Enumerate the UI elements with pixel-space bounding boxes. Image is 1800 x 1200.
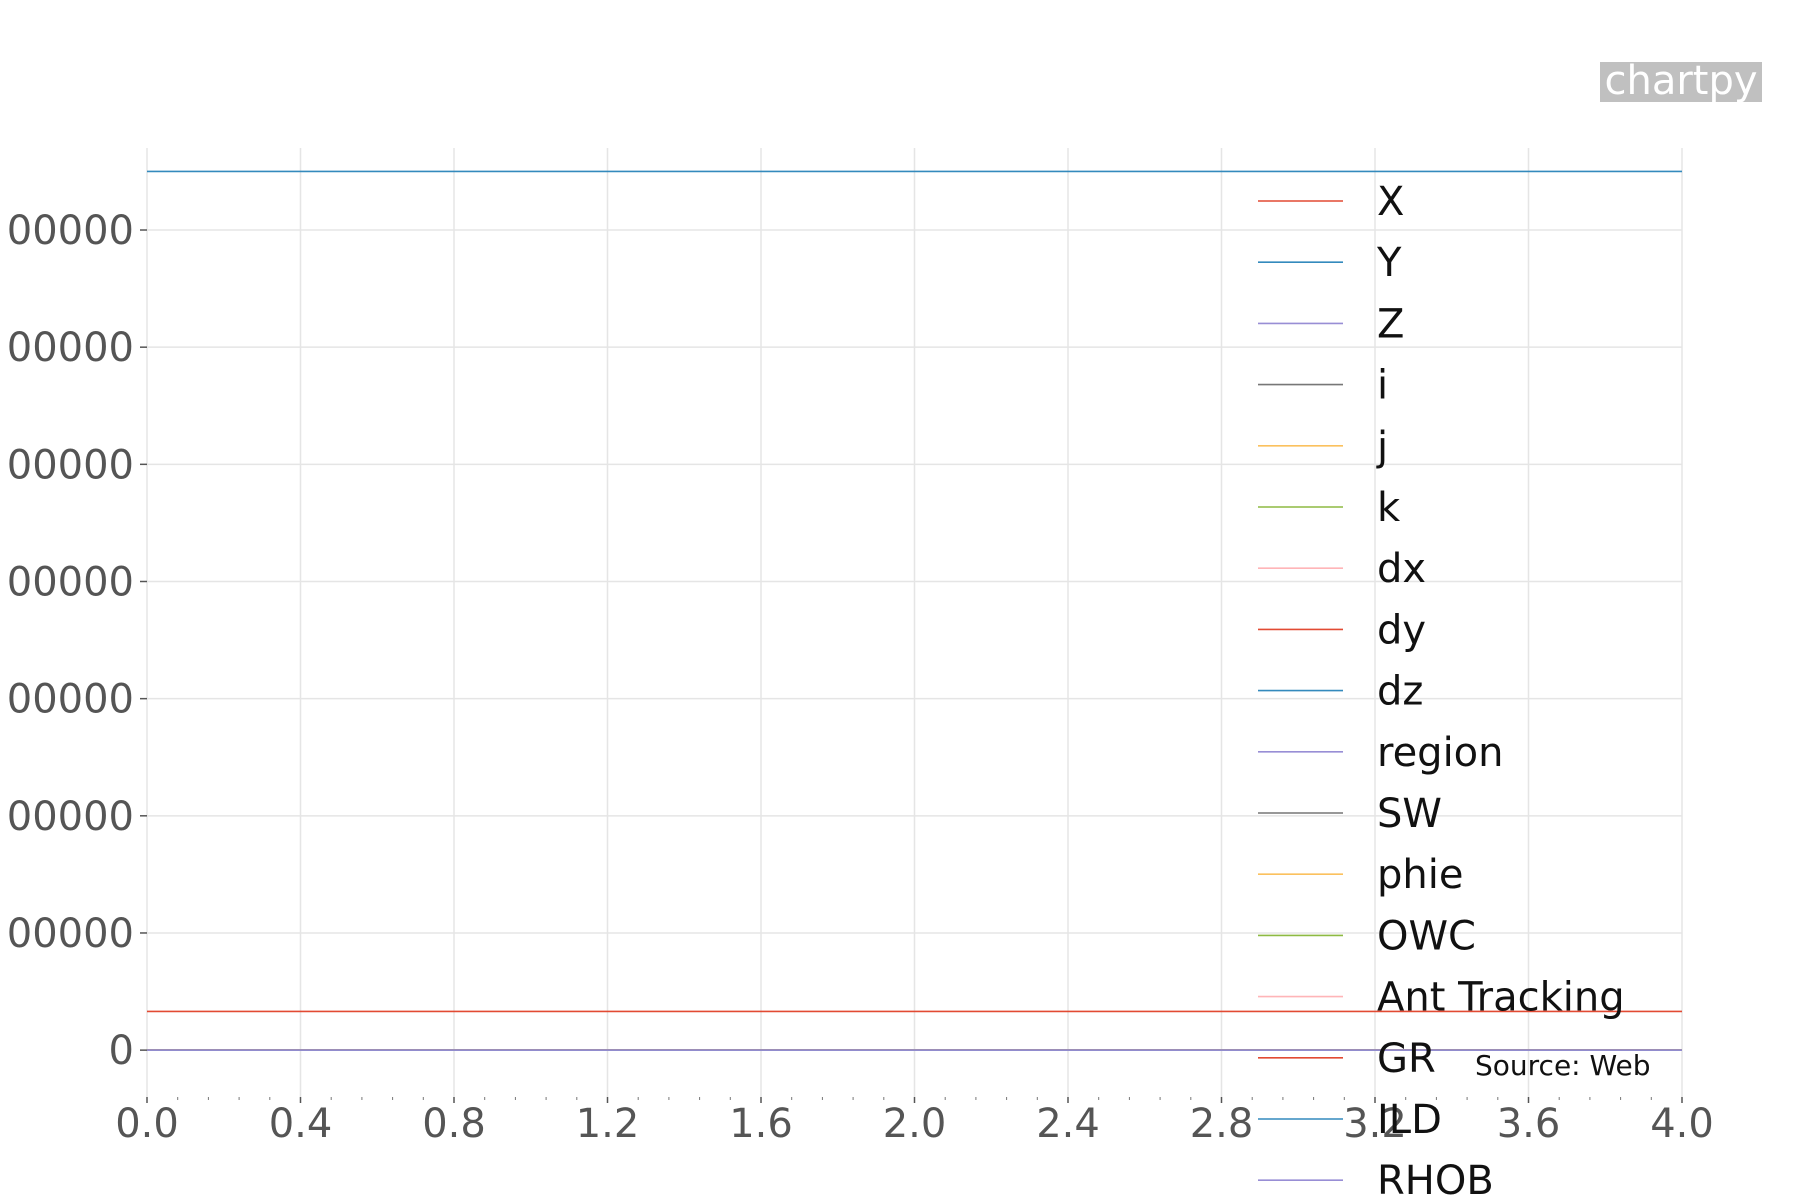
x-tick-label: 2.4 <box>1036 1101 1100 1147</box>
legend-label: SW <box>1377 791 1442 837</box>
legend-label: OWC <box>1377 913 1476 959</box>
series-lines <box>147 170 1682 1051</box>
x-tick-label: 0.0 <box>115 1101 179 1147</box>
y-tick-label: 00000 <box>7 208 134 254</box>
legend-label: ILD <box>1377 1097 1442 1143</box>
legend-label: GR <box>1377 1036 1436 1082</box>
y-tick-label: 00000 <box>7 794 134 840</box>
brand-badge-background <box>1600 62 1762 102</box>
legend-label: j <box>1376 424 1388 470</box>
source-label: Source: Web <box>1475 1049 1651 1082</box>
y-tick-label: 00000 <box>7 559 134 605</box>
y-tick-label: 00000 <box>7 325 134 371</box>
y-tick-label: 0 <box>109 1028 134 1074</box>
y-tick-label: 00000 <box>7 911 134 957</box>
legend-label: Y <box>1376 240 1402 286</box>
brand-badge: chartpy <box>1600 58 1762 104</box>
legend-label: dz <box>1377 669 1423 715</box>
legend-label: Z <box>1377 301 1404 347</box>
x-tick-label: 1.6 <box>729 1101 793 1147</box>
legend-label: region <box>1377 730 1504 776</box>
legend-label: X <box>1377 179 1404 225</box>
x-tick-label: 2.8 <box>1190 1101 1254 1147</box>
legend-label: phie <box>1377 852 1463 898</box>
x-tick-label: 3.6 <box>1497 1101 1561 1147</box>
y-tick-label: 00000 <box>7 442 134 488</box>
legend-label: Ant Tracking <box>1377 975 1625 1021</box>
x-tick-label: 2.0 <box>883 1101 947 1147</box>
x-tick-label: 1.2 <box>576 1101 640 1147</box>
legend-label: i <box>1377 363 1388 409</box>
x-axis: 0.0 0.4 0.8 1.2 1.6 2.0 2.4 2.8 3.2 3.6 4.0 <box>115 1097 1714 1147</box>
x-tick-label: 0.8 <box>422 1101 486 1147</box>
y-tick-label: 00000 <box>7 677 134 723</box>
legend-label: dx <box>1377 546 1426 592</box>
brand-label: chartpy <box>1604 58 1757 104</box>
x-tick-label: 4.0 <box>1650 1101 1714 1147</box>
legend-label: k <box>1377 485 1401 531</box>
legend-label: dy <box>1377 607 1426 653</box>
x-tick-label: 0.4 <box>269 1101 333 1147</box>
legend-label: RHOB <box>1377 1158 1494 1200</box>
x-tick-label: 3.2 <box>1343 1101 1407 1147</box>
